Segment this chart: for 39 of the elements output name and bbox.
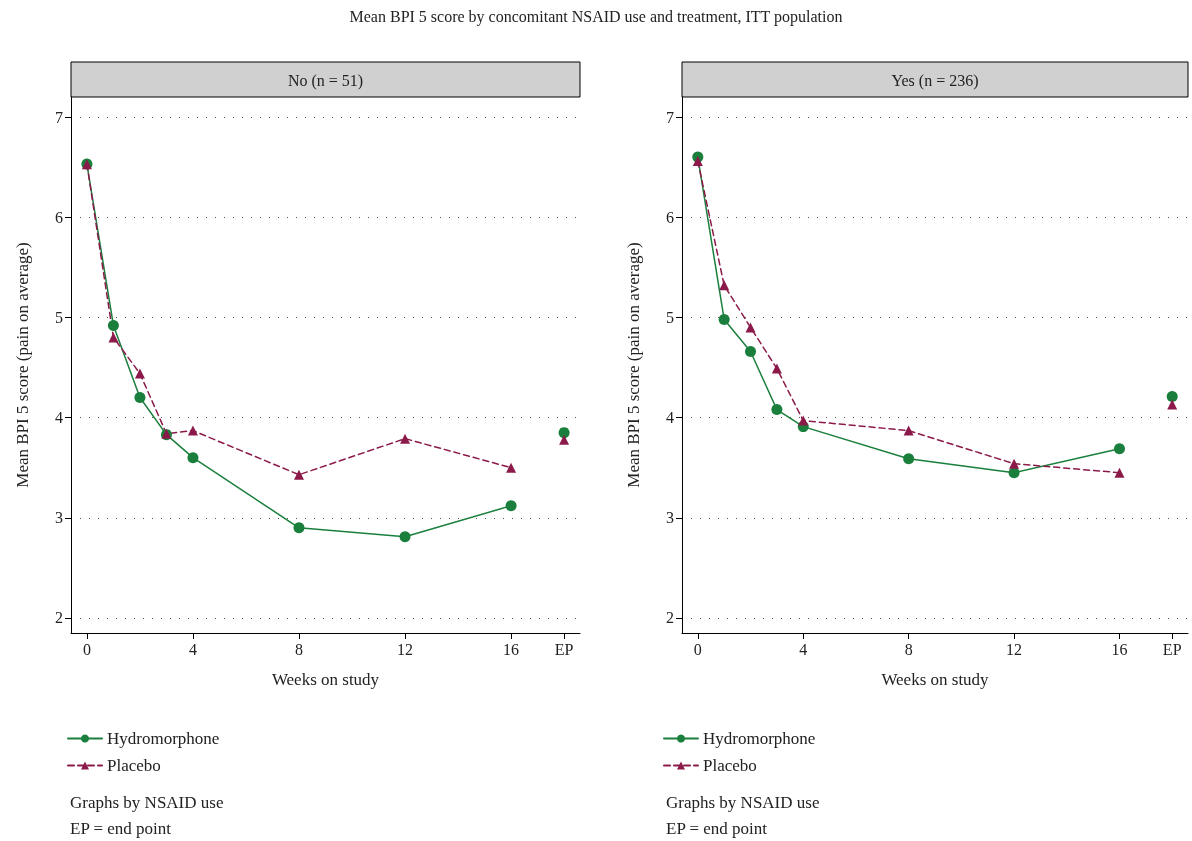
y-tick-label: 5 [55, 308, 63, 326]
y-tick-label: 6 [666, 208, 674, 226]
text: EP = end point [666, 819, 768, 838]
x-axis-title: Weeks on study [271, 670, 380, 689]
y-axis-title: Mean BPI 5 score (pain on average) [624, 242, 643, 488]
y-tick-label: 3 [55, 509, 63, 527]
y-tick-label: 4 [55, 409, 63, 427]
x-tick-label: EP [1162, 640, 1182, 658]
y-axis-title: Mean BPI 5 score (pain on average) [13, 242, 32, 488]
legend-label: Placebo [703, 756, 757, 775]
y-tick-label: 6 [55, 208, 63, 226]
chart-subtitle: No (n = 51) [287, 71, 364, 90]
text: Graphs by NSAID use [666, 793, 820, 812]
x-tick-label: 12 [397, 640, 414, 658]
y-tick-label: 5 [666, 308, 674, 326]
text: EP = end point [70, 819, 172, 838]
x-tick-label: 4 [188, 640, 197, 658]
x-tick-label: 16 [503, 640, 520, 658]
chart-subtitle: Yes (n = 236) [891, 71, 979, 90]
legend-label: Hydromorphone [107, 729, 220, 748]
y-tick-label: 4 [666, 409, 674, 427]
y-tick-label: 7 [55, 108, 63, 126]
x-tick-label: 8 [294, 640, 303, 658]
chart-title: Mean BPI 5 score by concomitant NSAID use and treatment, ITT population [348, 8, 844, 26]
x-tick-label: 4 [799, 640, 808, 658]
x-axis-title: Weeks on study [881, 670, 990, 689]
x-tick-label: 16 [1111, 640, 1128, 658]
legend-label: Placebo [107, 756, 161, 775]
text: Graphs by NSAID use [70, 793, 224, 812]
x-tick-label: 0 [693, 640, 702, 658]
x-tick-label: EP [554, 640, 574, 658]
y-tick-label: 2 [55, 609, 63, 627]
x-tick-label: 8 [904, 640, 913, 658]
x-tick-label: 0 [82, 640, 91, 658]
legend-label: Hydromorphone [703, 729, 816, 748]
y-tick-label: 3 [666, 509, 674, 527]
y-tick-label: 7 [666, 108, 674, 126]
x-tick-label: 12 [1006, 640, 1023, 658]
y-tick-label: 2 [666, 609, 674, 627]
